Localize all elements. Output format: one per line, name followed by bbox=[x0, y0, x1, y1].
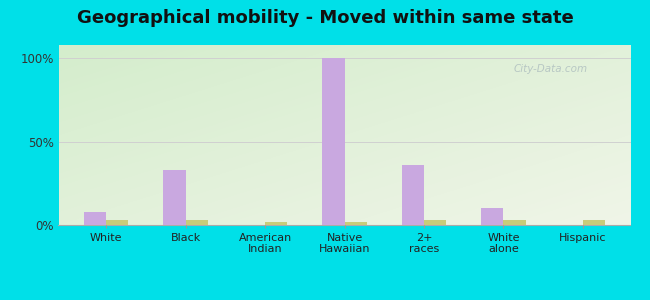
Bar bbox=[481, 208, 503, 225]
Bar bbox=[265, 222, 287, 225]
Text: Geographical mobility - Moved within same state: Geographical mobility - Moved within sam… bbox=[77, 9, 573, 27]
Bar bbox=[106, 220, 129, 225]
Text: City-Data.com: City-Data.com bbox=[514, 64, 588, 74]
Bar bbox=[322, 58, 344, 225]
Bar bbox=[402, 165, 424, 225]
Bar bbox=[424, 220, 446, 225]
Bar bbox=[163, 170, 186, 225]
Bar bbox=[84, 212, 106, 225]
Bar bbox=[186, 220, 208, 225]
Bar bbox=[503, 220, 526, 225]
Bar bbox=[583, 220, 605, 225]
Bar bbox=[344, 222, 367, 225]
